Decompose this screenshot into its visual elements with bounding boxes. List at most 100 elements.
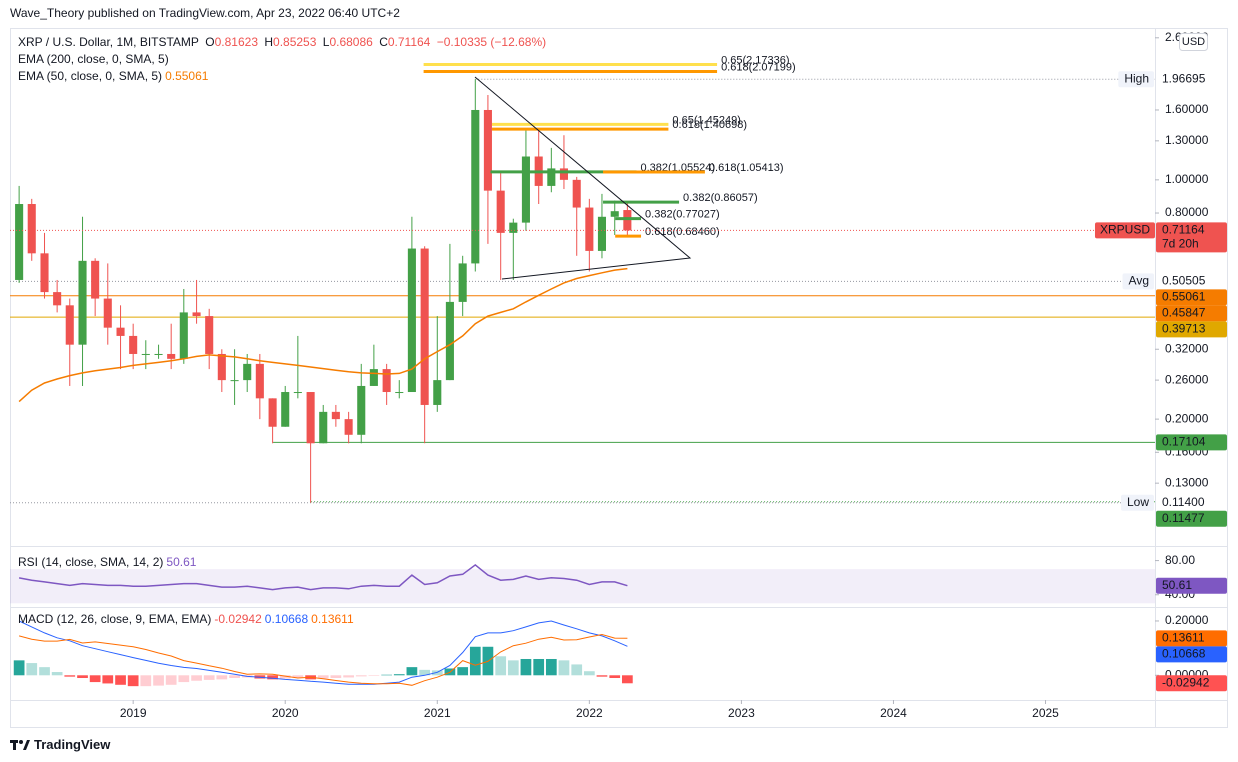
x-tick-label: 2025: [1032, 706, 1059, 720]
macd-histogram-bar: [178, 675, 190, 683]
frame: [10, 28, 1228, 728]
candle-body: [483, 109, 492, 191]
price-tag-box: [1156, 675, 1227, 692]
price-tag-label: -0.02942: [1162, 675, 1210, 689]
candle-body: [585, 207, 594, 251]
macd-histogram-bar: [381, 674, 393, 676]
candle-body: [179, 312, 188, 359]
level-label-box: [1118, 71, 1154, 88]
indicator-value: -0.02942: [214, 612, 262, 626]
footer: TradingView: [10, 737, 110, 752]
macd-histogram-bar: [596, 675, 608, 677]
price-tag-box: [1156, 630, 1227, 647]
ohlc-key: C: [379, 35, 388, 49]
macd-histogram-bar: [292, 675, 304, 678]
macd-histogram-bar: [545, 658, 557, 676]
candle-body: [331, 411, 340, 420]
price-tag-box: [1156, 321, 1227, 338]
candle-body: [281, 392, 290, 427]
y-tick-label: 0.26000: [1165, 372, 1209, 386]
ema200-legend: EMA (200, close, 0, SMA, 5): [18, 52, 172, 66]
x-tick-label: 2021: [424, 706, 451, 720]
x-tick-label: 2019: [120, 706, 147, 720]
price-tag-box: [1156, 305, 1227, 322]
candle-body: [78, 260, 87, 345]
main-legend: XRP / U.S. Dollar, 1M, BITSTAMP O0.81623…: [18, 35, 549, 49]
ohlc-value: 0.85253: [273, 35, 317, 49]
candle-body: [15, 204, 24, 280]
macd-histogram-bar: [216, 675, 228, 680]
price-tag-label: 0.45847: [1162, 306, 1206, 320]
candle-body: [357, 385, 366, 435]
x-tick-label: 2023: [728, 706, 755, 720]
candle-body: [306, 392, 315, 444]
level-label: Avg: [1129, 274, 1149, 288]
candle-body: [623, 210, 632, 231]
rsi-band: [10, 569, 1155, 604]
macd-histogram-bar: [77, 675, 88, 679]
fib-label: 0.618(2.07199): [721, 61, 796, 73]
macd-legend: MACD (12, 26, close, 9, EMA, EMA) -0.0294…: [18, 612, 357, 626]
candle-body: [433, 380, 442, 405]
macd-histogram-bar: [229, 675, 240, 679]
macd-histogram-bar: [64, 675, 76, 677]
ohlc-value: 0.68086: [329, 35, 373, 49]
rsi-legend: RSI (14, close, SMA, 14, 2) 50.61: [18, 555, 199, 569]
macd-histogram-bar: [558, 660, 570, 676]
ohlc-value: 0.71164: [387, 35, 431, 49]
level-label: High: [1124, 71, 1149, 85]
change-label: −0.10335 (−12.68%): [436, 35, 547, 49]
macd-histogram-bar: [191, 675, 202, 681]
candle-body: [243, 363, 252, 381]
candle-body: [597, 216, 607, 251]
candle-body: [407, 248, 416, 393]
macd-histogram-bar: [89, 675, 101, 683]
price-tag-label: 0.13611: [1162, 630, 1205, 644]
publisher-line: Wave_Theory published on TradingView.com…: [10, 6, 400, 20]
currency-label[interactable]: USD: [1182, 36, 1205, 48]
candle-body: [319, 411, 328, 444]
candle-body: [382, 369, 391, 393]
symbol-title: XRP / U.S. Dollar, 1M, BITSTAMP: [18, 35, 199, 49]
candle-body: [420, 248, 429, 405]
symbol-tag-box: [1094, 222, 1155, 239]
macd-histogram-bar: [469, 646, 481, 676]
fib-label: 0.618(1.40698): [672, 119, 747, 131]
level-label: Low: [1127, 495, 1149, 509]
macd-histogram-bar: [115, 675, 126, 685]
indicator-title: EMA (50, close, 0, SMA, 5): [18, 69, 163, 83]
y-tick-label: 0.13000: [1165, 475, 1209, 489]
candle-body: [129, 335, 138, 354]
candle-body: [65, 305, 74, 345]
price-tag-label: 0.39713: [1162, 322, 1206, 336]
ohlc-value: 0.81623: [214, 35, 259, 49]
macd-histogram-bar: [330, 675, 342, 679]
macd-histogram-bar: [13, 660, 25, 676]
macd-histogram-bar: [165, 675, 177, 685]
y-tick-label: 1.30000: [1165, 133, 1209, 147]
macd-histogram-bar: [583, 671, 595, 676]
y-tick-label: 0.32000: [1165, 341, 1209, 355]
candle-body: [230, 380, 239, 382]
macd-histogram-bar: [520, 658, 532, 676]
rsi-line: [18, 563, 628, 591]
macd-histogram-bar: [406, 667, 418, 676]
x-tick-label: 2024: [880, 706, 907, 720]
currency-button[interactable]: [1179, 33, 1208, 51]
x-tick-label: 2020: [272, 706, 299, 720]
macd-histogram-bar: [533, 658, 545, 676]
indicator-value: 0.13611: [311, 612, 354, 626]
indicator-value: 0.55061: [165, 69, 209, 83]
macd-histogram-bar: [102, 675, 114, 684]
ohlc-key: O: [205, 35, 215, 49]
macd-histogram-bar: [39, 667, 50, 676]
price-tag-box: [1156, 646, 1227, 663]
candle-body: [103, 298, 112, 328]
candle-body: [496, 190, 505, 233]
fib-label: 0.618(0.68460): [645, 226, 720, 238]
indicator-value: 50.61: [166, 555, 197, 569]
level-label-box: [1122, 273, 1154, 290]
candle-body: [40, 253, 49, 293]
macd-histogram-bar: [140, 675, 152, 687]
